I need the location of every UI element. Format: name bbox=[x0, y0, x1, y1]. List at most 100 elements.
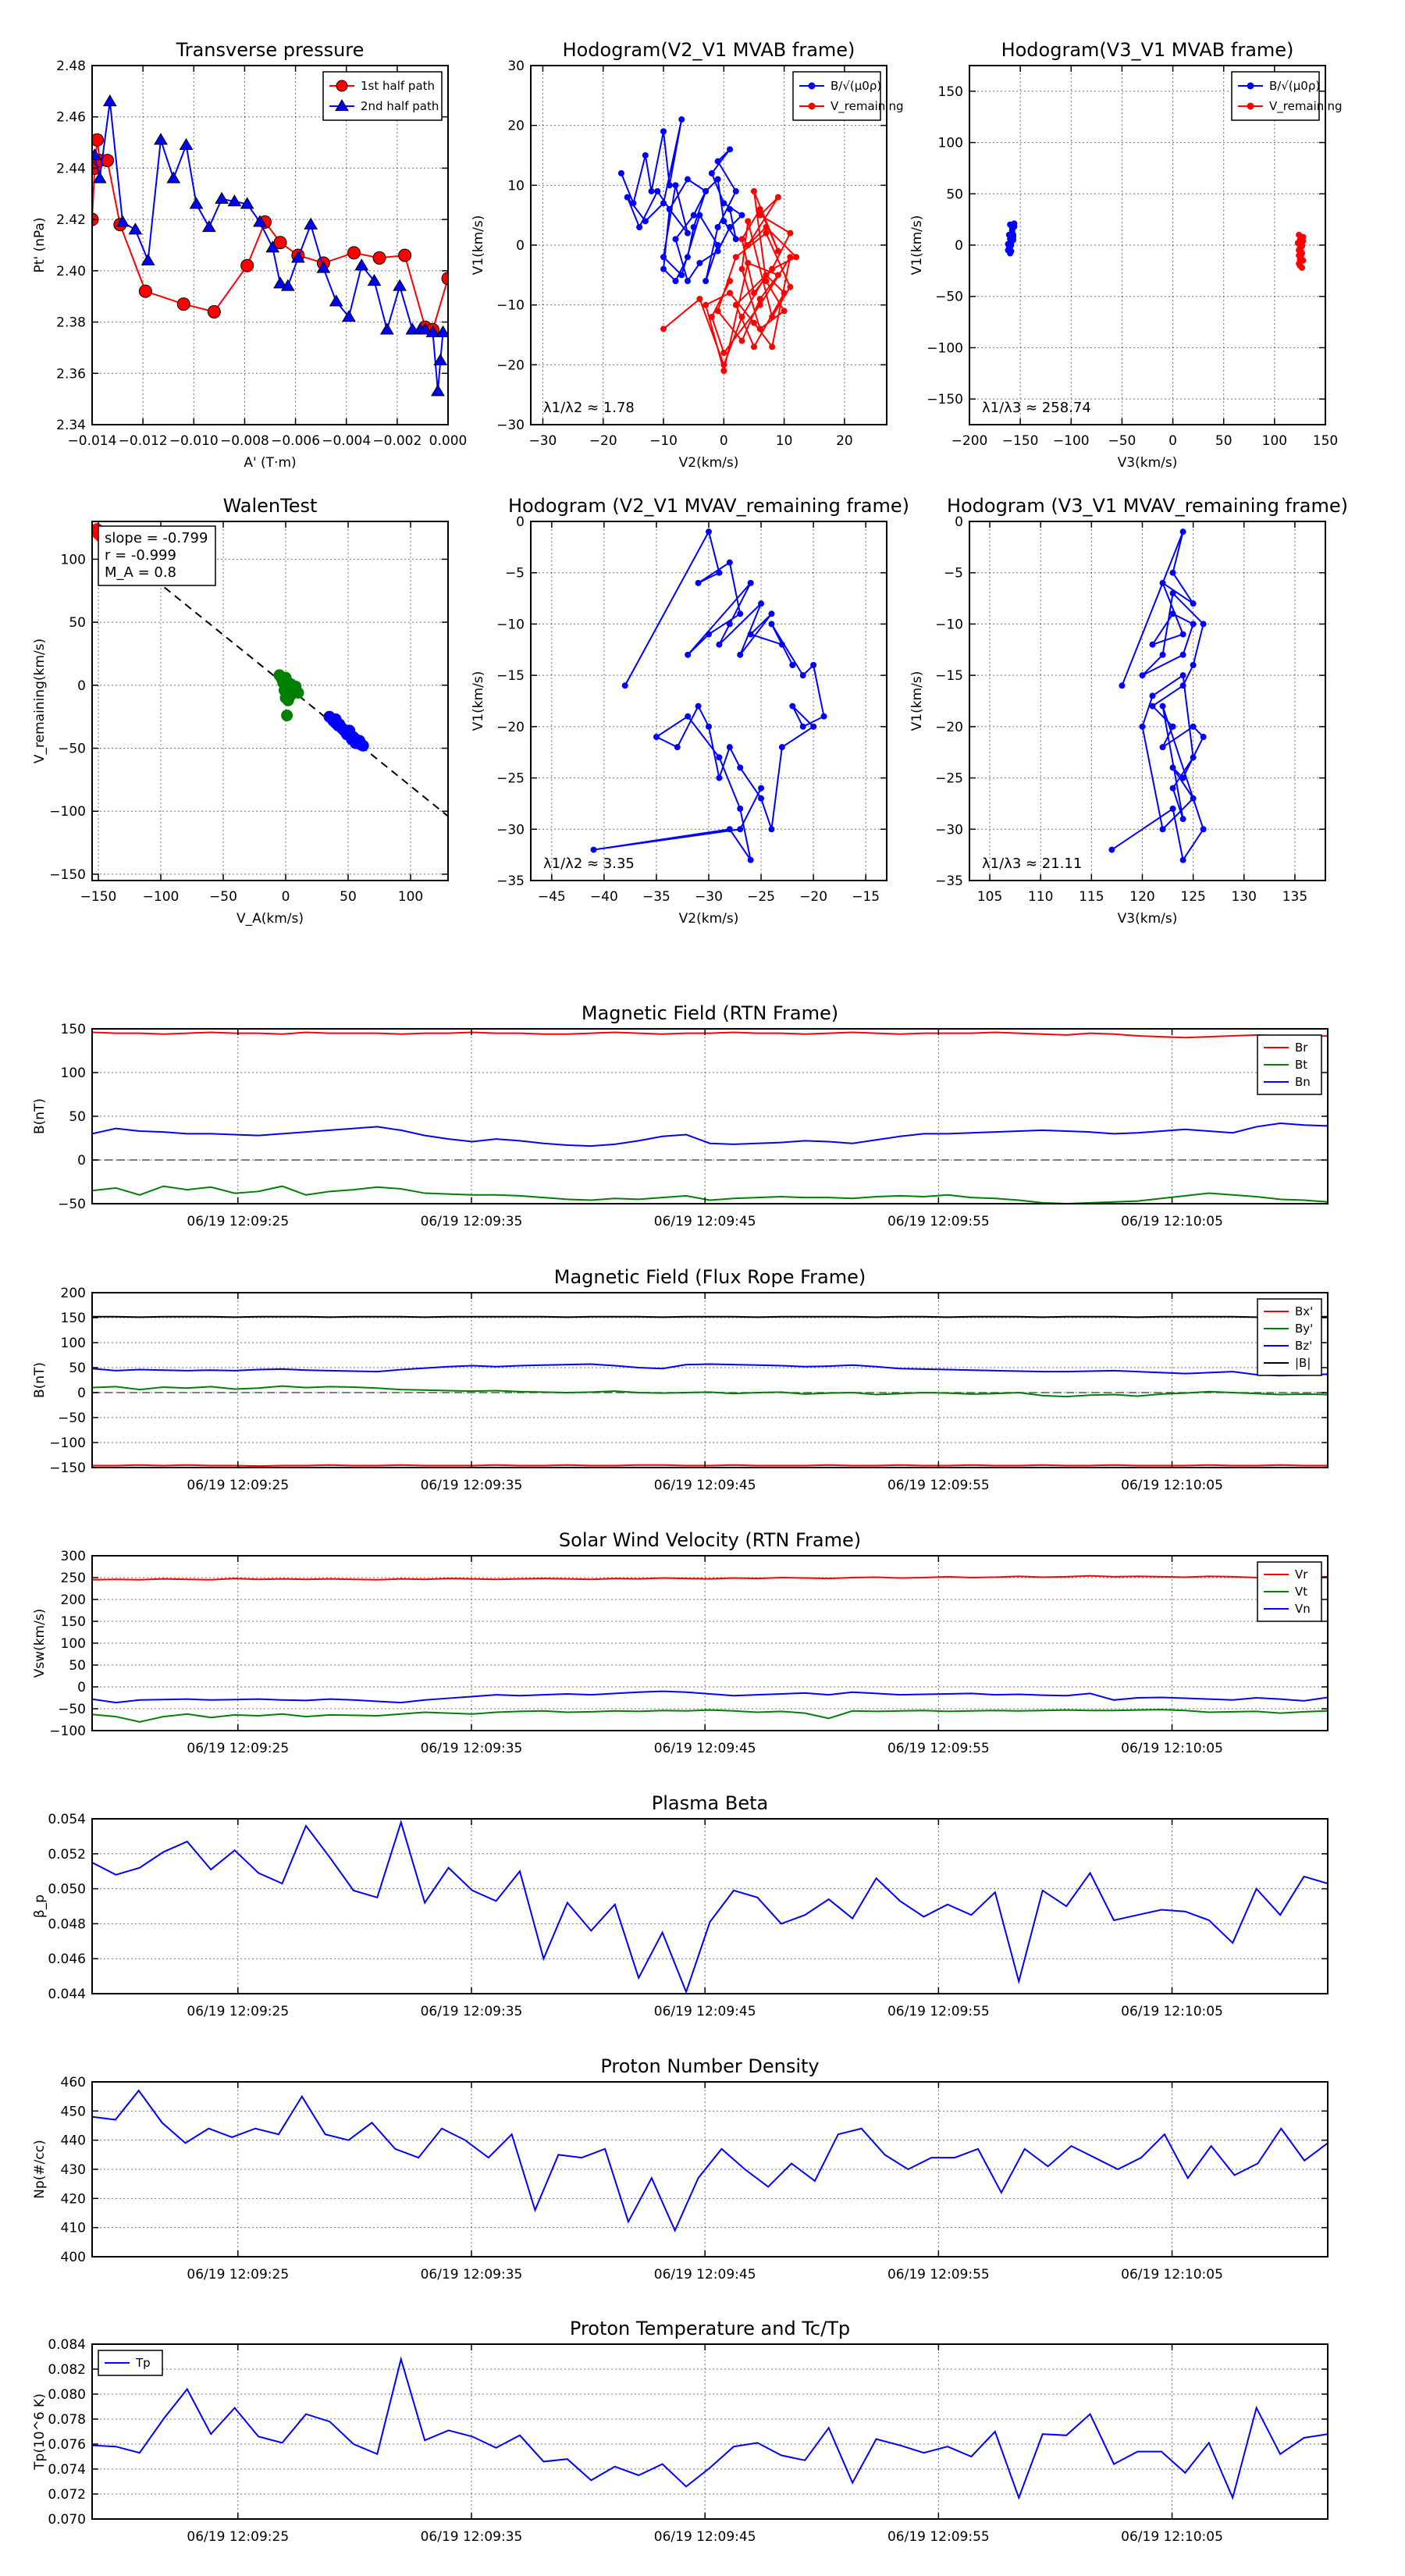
data-point bbox=[690, 224, 697, 230]
x-tick-label: −200 bbox=[951, 433, 988, 449]
data-point bbox=[768, 826, 775, 833]
data-point bbox=[695, 703, 702, 710]
y-tick-label: −50 bbox=[935, 290, 963, 305]
y-tick-label: −20 bbox=[496, 720, 525, 735]
data-point bbox=[1119, 682, 1126, 689]
x-axis-label: V2(km/s) bbox=[679, 455, 739, 471]
data-point bbox=[747, 579, 754, 586]
data-point bbox=[750, 343, 757, 350]
data-point bbox=[1179, 528, 1186, 535]
y-tick-label: 0 bbox=[955, 514, 963, 530]
data-point bbox=[101, 154, 115, 168]
data-point bbox=[756, 326, 763, 333]
x-tick-label: 0.000 bbox=[429, 433, 468, 449]
annotation-line: slope = -0.799 bbox=[105, 530, 208, 546]
series-line bbox=[92, 1363, 1328, 1377]
data-point bbox=[265, 240, 280, 253]
data-point bbox=[140, 253, 155, 265]
y-tick-label: 0 bbox=[77, 1680, 86, 1695]
data-point bbox=[1179, 672, 1186, 679]
annotation-text: λ1/λ2 ≈ 1.78 bbox=[543, 400, 635, 416]
y-tick-label: −150 bbox=[927, 392, 963, 407]
data-point bbox=[1299, 264, 1306, 271]
y-tick-label: −30 bbox=[496, 418, 525, 433]
x-axis-label: V3(km/s) bbox=[1118, 455, 1178, 471]
x-tick-label: 06/19 12:09:35 bbox=[421, 2529, 523, 2545]
data-point bbox=[353, 735, 365, 747]
y-tick-label: 50 bbox=[69, 615, 86, 631]
x-tick-label: 125 bbox=[1180, 889, 1205, 905]
data-point bbox=[678, 116, 685, 123]
x-tick-label: 115 bbox=[1079, 889, 1104, 905]
legend: Vr Vt Vn bbox=[1257, 1561, 1322, 1622]
series-line bbox=[92, 1574, 1328, 1581]
series-line bbox=[92, 1185, 1328, 1204]
data-point bbox=[672, 182, 679, 189]
legend-label: Bt bbox=[1295, 1058, 1307, 1072]
x-tick-label: 100 bbox=[398, 889, 423, 905]
series-line bbox=[92, 1464, 1328, 1468]
data-point bbox=[727, 278, 734, 284]
data-point bbox=[227, 194, 242, 207]
data-point bbox=[745, 242, 752, 248]
data-point bbox=[732, 301, 739, 308]
legend-marker bbox=[336, 80, 348, 92]
y-tick-label: 2.46 bbox=[56, 110, 86, 126]
x-tick-label: 06/19 12:09:55 bbox=[887, 1478, 990, 1493]
chart-title: WalenTest bbox=[223, 495, 318, 517]
series-v-remaining bbox=[1294, 231, 1307, 271]
data-point bbox=[154, 133, 168, 145]
series-line bbox=[1111, 531, 1204, 863]
data-point bbox=[284, 689, 297, 702]
data-point bbox=[624, 194, 631, 201]
legend: Bx' By' Bz' |B| bbox=[1257, 1298, 1322, 1376]
data-point bbox=[737, 806, 744, 812]
series-green bbox=[273, 669, 304, 722]
series--b- bbox=[92, 1315, 1328, 1318]
data-point bbox=[1159, 651, 1166, 658]
y-tick-label: 0 bbox=[516, 238, 525, 254]
data-point bbox=[758, 600, 765, 607]
data-point bbox=[706, 528, 712, 535]
y-axis-label: V1(km/s) bbox=[909, 671, 925, 731]
data-point bbox=[750, 319, 757, 326]
plot-frame bbox=[91, 521, 449, 881]
data-point bbox=[820, 713, 827, 720]
data-point bbox=[678, 272, 685, 279]
y-axis-label: V1(km/s) bbox=[909, 215, 925, 276]
legend-frame bbox=[322, 71, 443, 121]
data-point bbox=[201, 220, 216, 233]
y-axis-label: B(nT) bbox=[32, 1362, 48, 1398]
y-tick-label: 100 bbox=[938, 136, 963, 151]
y-tick-label: 2.44 bbox=[56, 161, 86, 176]
series-by- bbox=[92, 1385, 1328, 1398]
data-point bbox=[787, 283, 794, 290]
data-point bbox=[621, 682, 628, 689]
data-point bbox=[1169, 806, 1176, 812]
data-point bbox=[253, 215, 267, 227]
y-tick-label: 100 bbox=[61, 1636, 86, 1652]
series-vr bbox=[92, 1574, 1328, 1581]
data-point bbox=[1108, 846, 1115, 853]
legend-label: Vn bbox=[1295, 1602, 1311, 1616]
data-point bbox=[781, 308, 788, 315]
data-point bbox=[769, 343, 776, 350]
data-point bbox=[720, 350, 727, 356]
y-axis-label: Vsw(km/s) bbox=[32, 1609, 48, 1678]
data-point bbox=[1179, 631, 1186, 638]
data-point bbox=[685, 651, 692, 658]
data-point bbox=[810, 723, 817, 730]
data-point bbox=[617, 170, 624, 176]
x-axis-label: V_A(km/s) bbox=[237, 911, 304, 927]
data-point bbox=[240, 258, 254, 272]
y-tick-label: −10 bbox=[935, 617, 963, 632]
legend-label: Bz' bbox=[1295, 1339, 1312, 1353]
legend-label: Br bbox=[1295, 1041, 1308, 1055]
series-v bbox=[590, 528, 827, 863]
data-point bbox=[1179, 774, 1186, 781]
axis-ticks: −45 −40 −35 −30 −25 −20 −15 −35 −30 −25 −20 −15 −10 −… bbox=[496, 514, 887, 905]
y-tick-label: 150 bbox=[61, 1311, 86, 1326]
data-point bbox=[708, 314, 715, 320]
data-point bbox=[737, 651, 744, 658]
